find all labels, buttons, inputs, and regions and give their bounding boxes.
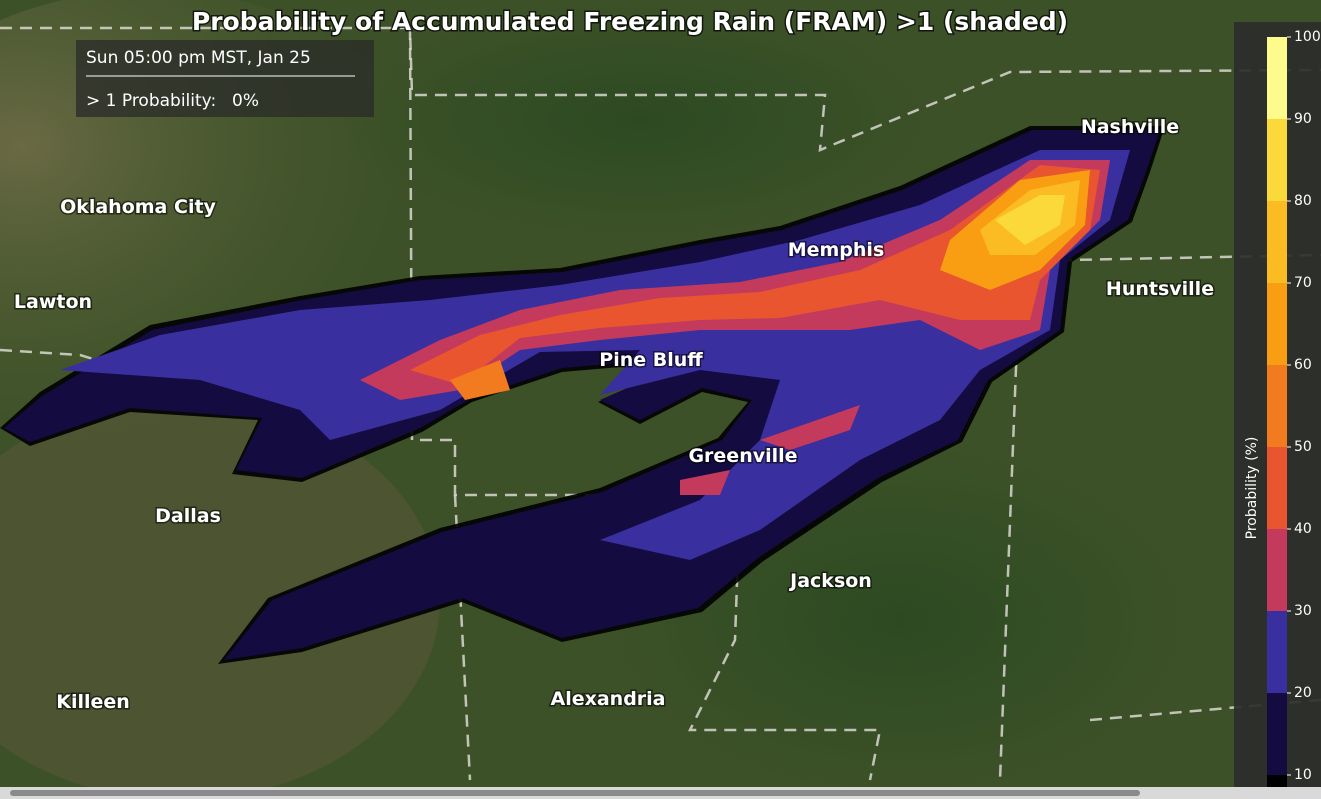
colorbar-tick-label: 40 [1294, 521, 1312, 537]
city-label: Greenville [688, 445, 797, 467]
colorbar-bin [1267, 611, 1287, 693]
city-labels: Nashville Oklahoma City Memphis Huntsville L… [12, 115, 1215, 715]
city-label: Pine Bluff [599, 349, 703, 371]
city-label: Memphis [788, 239, 885, 261]
colorbar-bin [1267, 201, 1287, 283]
scrollbar-thumb[interactable] [10, 790, 1140, 796]
city-label: Jackson [788, 570, 872, 592]
colorbar-tick-label: 70 [1294, 275, 1312, 291]
city-label: Huntsville [1106, 278, 1214, 300]
city-label: Dallas [155, 505, 221, 527]
colorbar-label: Probability (%) [1244, 437, 1260, 540]
colorbar-bin [1267, 365, 1287, 447]
colorbar-bin [1267, 693, 1287, 775]
info-probability-value: 0% [232, 91, 259, 111]
map-title: Probability of Accumulated Freezing Rain… [192, 7, 1068, 36]
colorbar-tick-label: 30 [1294, 603, 1312, 619]
city-label: Lawton [14, 291, 92, 313]
info-box [76, 40, 374, 117]
colorbar-tick-label: 80 [1294, 193, 1312, 209]
colorbar: 10 20 30 40 50 60 70 80 90 100 [1267, 29, 1321, 787]
freezing-rain-shading [0, 126, 1165, 664]
info-probability-label: > 1 Probability: [86, 91, 216, 111]
colorbar-tick-label: 100 [1294, 29, 1321, 45]
colorbar-bin [1267, 529, 1287, 611]
colorbar-bin [1267, 447, 1287, 529]
colorbar-bin [1267, 119, 1287, 201]
city-label: Oklahoma City [60, 196, 216, 218]
info-time: Sun 05:00 pm MST, Jan 25 [86, 48, 311, 68]
colorbar-bin [1267, 283, 1287, 365]
colorbar-bin [1267, 37, 1287, 119]
colorbar-tick-label: 60 [1294, 357, 1312, 373]
colorbar-tick-label: 10 [1294, 767, 1312, 783]
city-label: Nashville [1081, 116, 1179, 138]
colorbar-under [1267, 775, 1287, 787]
colorbar-tick-label: 20 [1294, 685, 1312, 701]
colorbar-tick-label: 50 [1294, 439, 1312, 455]
city-label: Alexandria [550, 688, 665, 710]
colorbar-tick-label: 90 [1294, 111, 1312, 127]
city-label: Killeen [56, 691, 130, 713]
terrain [340, 0, 940, 240]
terrain [0, 400, 440, 799]
